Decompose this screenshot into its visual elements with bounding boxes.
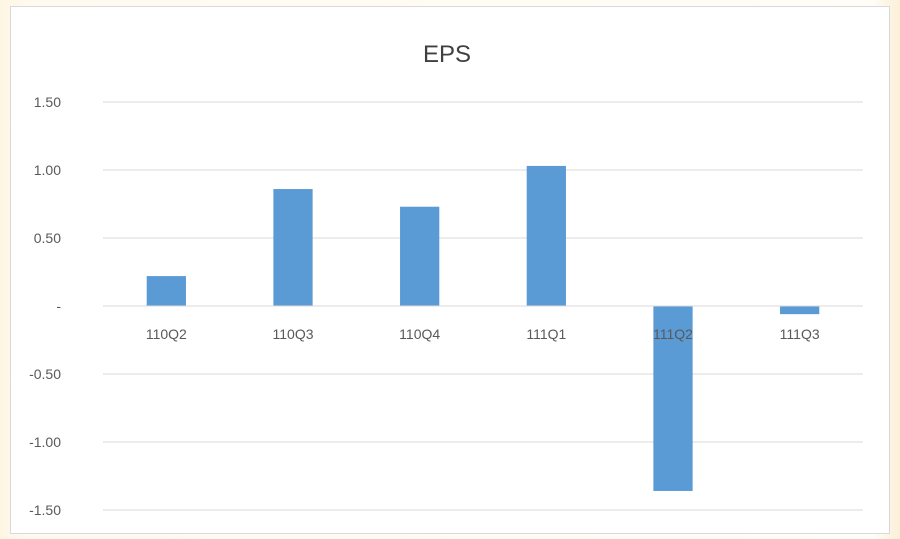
bar-110Q3 (273, 189, 313, 306)
y-tick-label: 0.50 (34, 230, 61, 246)
x-category-label: 110Q3 (273, 326, 314, 342)
y-tick-label: -0.50 (29, 366, 61, 382)
gridlines (103, 101, 863, 511)
bar-111Q1 (526, 165, 566, 306)
y-tick-label: 1.50 (34, 94, 61, 110)
x-category-label: 110Q4 (399, 326, 440, 342)
x-category-label: 110Q2 (146, 326, 187, 342)
bar-111Q3 (780, 306, 820, 315)
x-category-label: 111Q3 (780, 326, 820, 342)
bar-110Q4 (400, 206, 440, 306)
chart-title: EPS (423, 41, 471, 68)
eps-bar-chart: EPS 1.501.000.50--0.50-1.00-1.50 110Q2 11… (29, 41, 863, 518)
x-category-label: 111Q1 (526, 326, 566, 342)
chart-frame: EPS 1.50 1.00 0.50- -0.50 -1.00 -1.50 110Q2 11… (10, 6, 890, 534)
y-tick-label: - (56, 298, 61, 314)
y-tick-label: 1.00 (34, 162, 61, 178)
x-axis-category-labels: 110Q2 110Q3 110Q4 111Q1 111Q2 111Q3 (146, 326, 820, 342)
bar-111Q2 (653, 306, 693, 491)
y-tick-label: -1.50 (29, 502, 61, 518)
x-category-label: 111Q2 (653, 326, 693, 342)
bars (146, 165, 820, 491)
bar-110Q2 (146, 276, 186, 306)
y-tick-label: -1.00 (29, 434, 61, 450)
y-axis-tick-labels: 1.50 1.00 0.50 - -0.50 -1.00 -1.50 (29, 94, 61, 518)
